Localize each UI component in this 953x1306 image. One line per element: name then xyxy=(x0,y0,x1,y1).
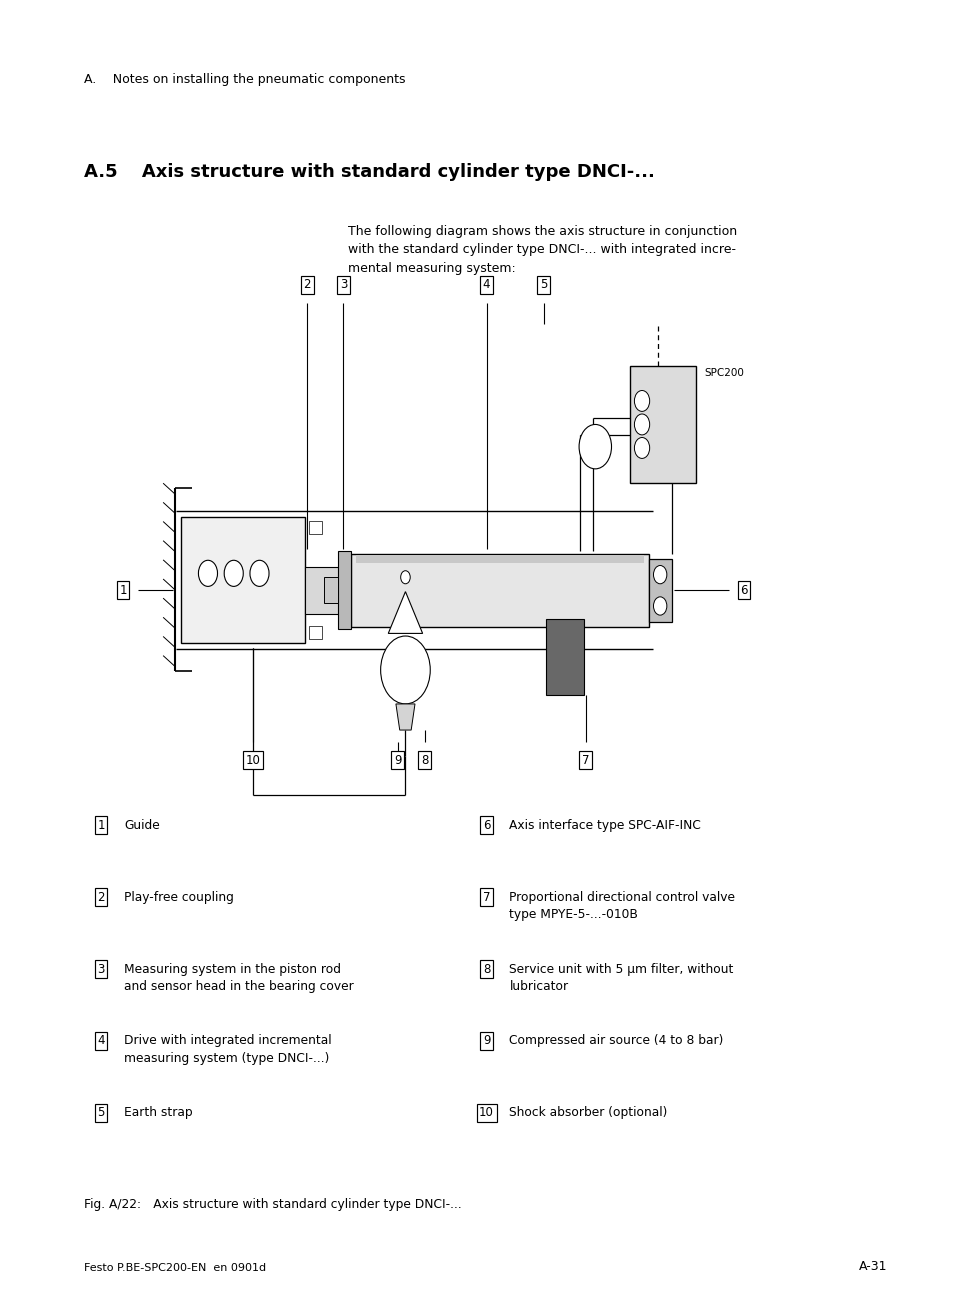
Text: 6: 6 xyxy=(740,584,747,597)
Bar xyxy=(324,577,337,603)
Text: 2: 2 xyxy=(303,278,311,291)
Bar xyxy=(351,554,648,627)
Text: 4: 4 xyxy=(482,278,490,291)
Text: Festo P.BE-SPC200-EN  en 0901d: Festo P.BE-SPC200-EN en 0901d xyxy=(84,1263,266,1273)
Text: Drive with integrated incremental
measuring system (type DNCI-...): Drive with integrated incremental measur… xyxy=(124,1034,332,1064)
Bar xyxy=(337,551,351,629)
Text: Measuring system in the piston rod
and sensor head in the bearing cover: Measuring system in the piston rod and s… xyxy=(124,963,354,993)
Text: 1: 1 xyxy=(97,819,105,832)
Bar xyxy=(305,567,346,614)
Text: Guide: Guide xyxy=(124,819,159,832)
Circle shape xyxy=(578,424,611,469)
Circle shape xyxy=(224,560,243,586)
Text: 3: 3 xyxy=(339,278,347,291)
Text: A-31: A-31 xyxy=(858,1260,886,1273)
Polygon shape xyxy=(388,592,422,633)
Polygon shape xyxy=(395,704,415,730)
Text: 5: 5 xyxy=(97,1106,105,1119)
Text: A.5  Axis structure with standard cylinder type DNCI-...: A.5 Axis structure with standard cylinde… xyxy=(84,163,654,182)
Text: Fig. A/22: Axis structure with standard cylinder type DNCI-...: Fig. A/22: Axis structure with standard … xyxy=(84,1198,461,1211)
Text: 9: 9 xyxy=(394,754,401,767)
Text: Compressed air source (4 to 8 bar): Compressed air source (4 to 8 bar) xyxy=(509,1034,723,1047)
Text: 7: 7 xyxy=(482,891,490,904)
Bar xyxy=(648,559,671,622)
Bar xyxy=(181,517,305,643)
Circle shape xyxy=(653,597,666,615)
Text: 10: 10 xyxy=(478,1106,494,1119)
Bar xyxy=(629,366,696,483)
Text: Earth strap: Earth strap xyxy=(124,1106,193,1119)
Text: 10: 10 xyxy=(245,754,260,767)
Circle shape xyxy=(380,636,430,704)
Text: 8: 8 xyxy=(482,963,490,976)
Text: Axis interface type SPC-AIF-INC: Axis interface type SPC-AIF-INC xyxy=(509,819,700,832)
Text: 6: 6 xyxy=(482,819,490,832)
Text: 8: 8 xyxy=(420,754,428,767)
Circle shape xyxy=(653,565,666,584)
Bar xyxy=(309,521,322,534)
Text: A.  Notes on installing the pneumatic components: A. Notes on installing the pneumatic com… xyxy=(84,73,405,86)
Bar xyxy=(545,619,583,695)
Text: Shock absorber (optional): Shock absorber (optional) xyxy=(509,1106,667,1119)
Text: 7: 7 xyxy=(581,754,589,767)
Circle shape xyxy=(250,560,269,586)
Circle shape xyxy=(634,414,649,435)
Text: 3: 3 xyxy=(97,963,105,976)
Text: Play-free coupling: Play-free coupling xyxy=(124,891,233,904)
Text: 5: 5 xyxy=(539,278,547,291)
Circle shape xyxy=(400,571,410,584)
Text: 1: 1 xyxy=(119,584,127,597)
Text: Proportional directional control valve
type MPYE-5-...-010B: Proportional directional control valve t… xyxy=(509,891,735,921)
Circle shape xyxy=(634,438,649,458)
Bar xyxy=(309,626,322,639)
Text: Service unit with 5 μm filter, without
lubricator: Service unit with 5 μm filter, without l… xyxy=(509,963,733,993)
Text: 2: 2 xyxy=(97,891,105,904)
Text: 9: 9 xyxy=(482,1034,490,1047)
Circle shape xyxy=(198,560,217,586)
Bar xyxy=(355,555,643,563)
Circle shape xyxy=(634,390,649,411)
Text: SPC200: SPC200 xyxy=(703,368,743,379)
Text: The following diagram shows the axis structure in conjunction
with the standard : The following diagram shows the axis str… xyxy=(348,225,737,274)
Text: 4: 4 xyxy=(97,1034,105,1047)
